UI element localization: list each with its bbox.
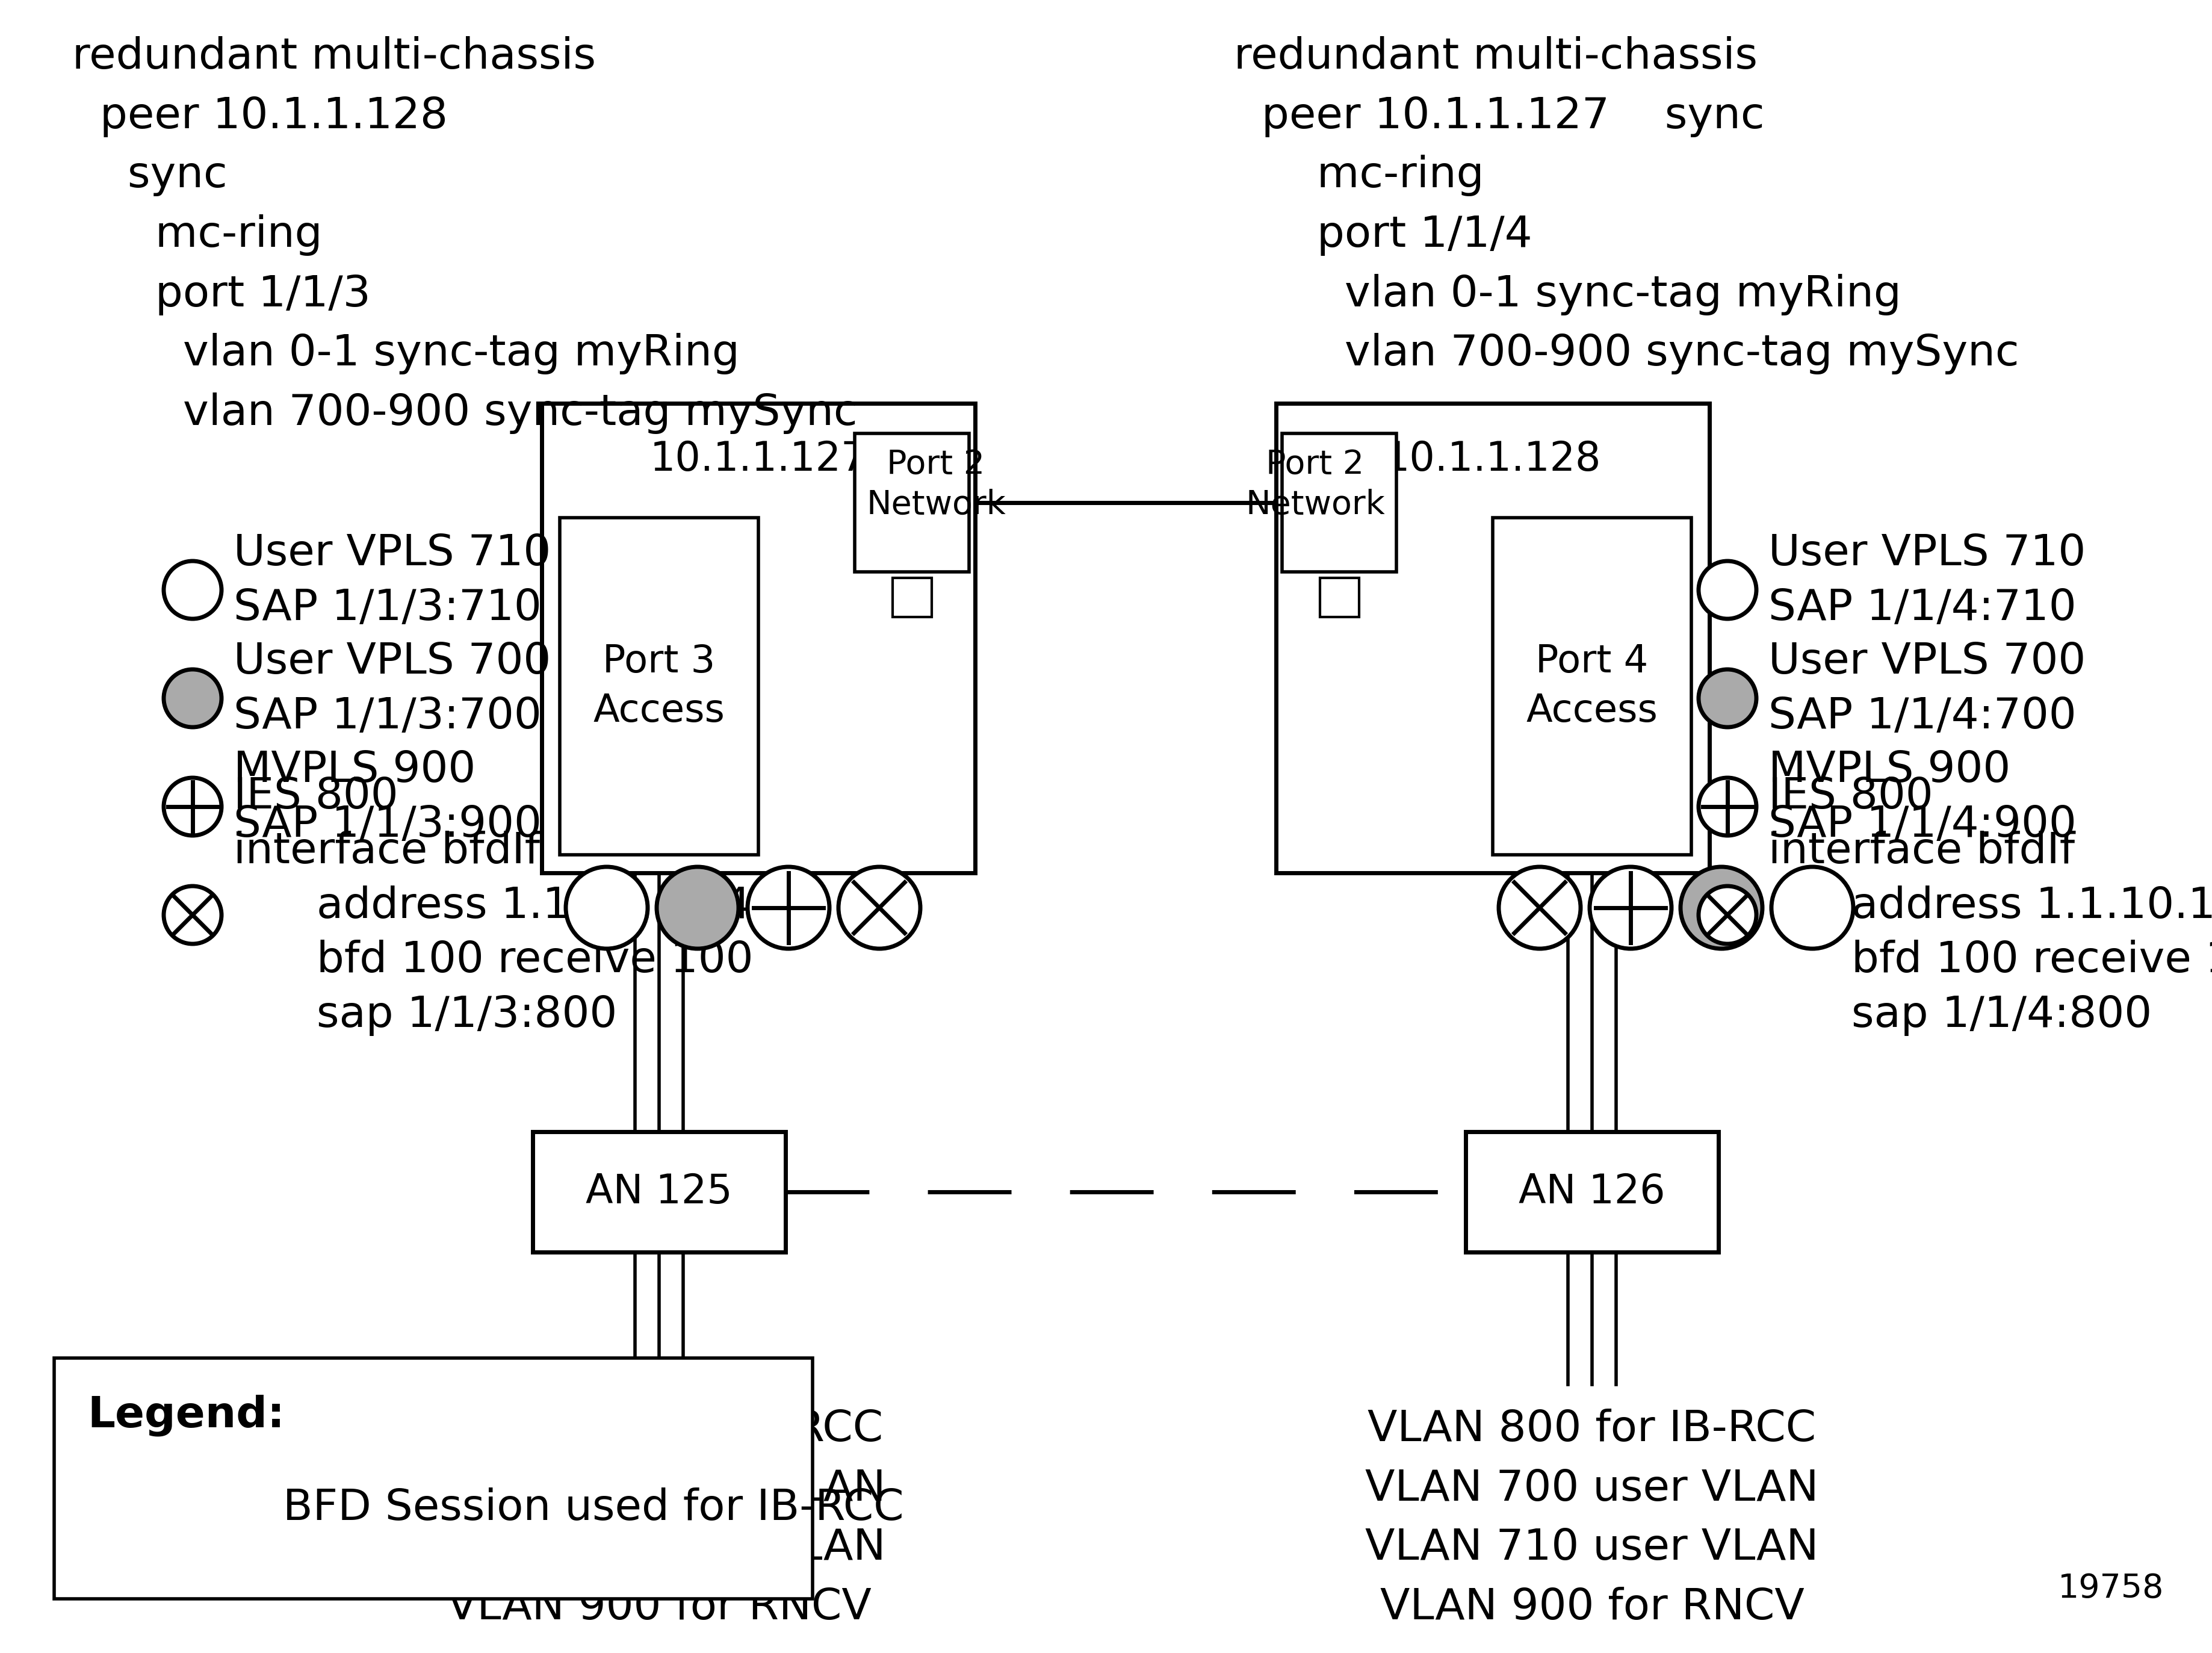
Circle shape xyxy=(1772,866,1854,949)
Text: Port 3
Access: Port 3 Access xyxy=(593,643,726,729)
Circle shape xyxy=(657,866,739,949)
Bar xyxy=(1276,403,1710,873)
Circle shape xyxy=(1681,866,1763,949)
Text: IES 800
interface bfdIf
      address 1.1.10.1/24
      bfd 100 receive 100
    : IES 800 interface bfdIf address 1.1.10.1… xyxy=(234,777,754,1036)
Circle shape xyxy=(1699,886,1756,944)
Text: User VPLS 710
SAP 1/1/3:710: User VPLS 710 SAP 1/1/3:710 xyxy=(234,532,551,628)
Text: AN 125: AN 125 xyxy=(586,1172,732,1212)
Text: Port 2
Network: Port 2 Network xyxy=(1245,448,1385,521)
Text: MVPLS 900
SAP 1/1/3:900: MVPLS 900 SAP 1/1/3:900 xyxy=(234,749,542,846)
Text: VLAN 800 for IB-RCC
VLAN 700 user VLAN
VLAN 710 user VLAN
VLAN 900 for RNCV: VLAN 800 for IB-RCC VLAN 700 user VLAN V… xyxy=(1365,1408,1818,1628)
Text: VLAN 800 for IB-RCC
VLAN 700 user VLAN
VLAN 710 user VLAN
VLAN 900 for RNCV: VLAN 800 for IB-RCC VLAN 700 user VLAN V… xyxy=(431,1408,885,1628)
Text: 10.1.1.128: 10.1.1.128 xyxy=(1385,440,1601,479)
Text: Legend:: Legend: xyxy=(86,1393,285,1436)
Text: redundant multi-chassis
  peer 10.1.1.127    sync
      mc-ring
      port 1/1/4: redundant multi-chassis peer 10.1.1.127 … xyxy=(1234,36,2020,375)
Bar xyxy=(533,1132,785,1251)
Text: MVPLS 900
SAP 1/1/4:900: MVPLS 900 SAP 1/1/4:900 xyxy=(1767,749,2077,846)
Bar xyxy=(542,403,975,873)
Bar xyxy=(1321,579,1358,617)
Bar xyxy=(1467,1132,1719,1251)
Bar xyxy=(560,517,759,855)
Text: 19758: 19758 xyxy=(2057,1572,2163,1605)
Circle shape xyxy=(164,886,221,944)
Text: User VPLS 710
SAP 1/1/4:710: User VPLS 710 SAP 1/1/4:710 xyxy=(1767,532,2086,628)
Circle shape xyxy=(1699,779,1756,835)
Circle shape xyxy=(164,560,221,618)
Circle shape xyxy=(566,866,648,949)
Bar xyxy=(53,1359,812,1598)
Bar xyxy=(1283,433,1396,572)
Circle shape xyxy=(164,779,221,835)
Text: BFD Session used for IB-RCC: BFD Session used for IB-RCC xyxy=(283,1488,905,1529)
Text: redundant multi-chassis
  peer 10.1.1.128
    sync
      mc-ring
      port 1/1/: redundant multi-chassis peer 10.1.1.128 … xyxy=(73,36,858,435)
Text: IES 800
interface bfdIf
      address 1.1.10.1/24
      bfd 100 receive 100
    : IES 800 interface bfdIf address 1.1.10.1… xyxy=(1767,777,2212,1036)
Text: User VPLS 700
SAP 1/1/4:700: User VPLS 700 SAP 1/1/4:700 xyxy=(1767,641,2086,737)
Bar xyxy=(1493,517,1692,855)
Text: Port 4
Access: Port 4 Access xyxy=(1526,643,1659,729)
Circle shape xyxy=(1590,866,1672,949)
Bar xyxy=(894,579,931,617)
Circle shape xyxy=(748,866,830,949)
Text: Port 2
Network: Port 2 Network xyxy=(867,448,1006,521)
Circle shape xyxy=(838,866,920,949)
Text: 10.1.1.127: 10.1.1.127 xyxy=(650,440,867,479)
Text: AN 126: AN 126 xyxy=(1520,1172,1666,1212)
Circle shape xyxy=(1500,866,1582,949)
Bar xyxy=(854,433,969,572)
Text: User VPLS 700
SAP 1/1/3:700: User VPLS 700 SAP 1/1/3:700 xyxy=(234,641,551,737)
Circle shape xyxy=(164,669,221,727)
Circle shape xyxy=(1699,560,1756,618)
Circle shape xyxy=(1699,669,1756,727)
